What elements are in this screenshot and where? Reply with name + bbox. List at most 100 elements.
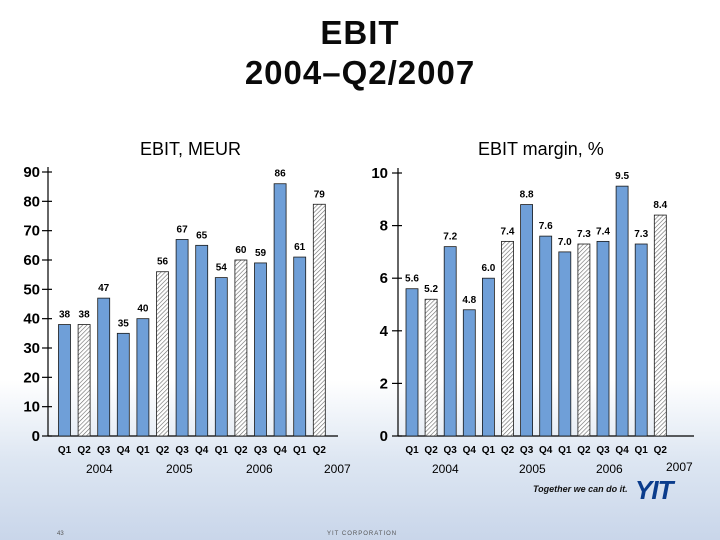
margin-data-label: 6.0	[481, 263, 495, 274]
margin-bar	[405, 288, 419, 437]
ebit-ytick-label: 30	[23, 340, 40, 357]
ebit-data-label: 47	[98, 283, 110, 294]
ebit-category-label: Q4	[195, 445, 209, 456]
margin-data-label: 5.2	[424, 284, 438, 295]
ebit-bar	[293, 256, 307, 437]
margin-ytick-label: 2	[380, 375, 388, 392]
ebit-data-label: 38	[79, 310, 91, 321]
margin-bar	[558, 251, 572, 437]
ebit-bar	[254, 262, 267, 437]
ebit-ytick-label: 10	[23, 399, 40, 416]
margin-ytick-label: 6	[380, 270, 388, 287]
margin-data-label: 7.3	[634, 229, 648, 240]
ebit-bar	[175, 239, 189, 437]
margin-data-label: 5.6	[405, 274, 419, 285]
year-label-2005: 2005	[166, 462, 193, 476]
ebit-ytick-label: 0	[32, 428, 40, 445]
ebit-data-label: 86	[275, 169, 287, 180]
margin-ytick-label: 4	[380, 323, 389, 340]
ebit-data-label: 56	[157, 257, 169, 268]
ebit-bar	[195, 244, 209, 437]
slide-subtitle: 2004–Q2/2007	[244, 54, 476, 91]
ebit-category-label: Q1	[136, 445, 150, 456]
margin-ytick-label: 10	[371, 165, 388, 182]
margin-category-label: Q2	[654, 445, 668, 456]
margin-data-label: 7.3	[577, 229, 591, 240]
margin-data-label: 4.8	[462, 295, 476, 306]
margin-category-label: Q1	[482, 445, 496, 456]
year-label-2005-margin: 2005	[519, 462, 546, 476]
margin-data-label: 7.4	[596, 226, 610, 237]
margin-bar	[577, 243, 591, 437]
ebit-bar	[97, 297, 111, 437]
year-label-2007-margin: 2007	[666, 460, 693, 474]
ebit-category-label: Q4	[117, 445, 131, 456]
ebit-data-label: 40	[137, 304, 149, 315]
margin-data-label: 8.8	[520, 190, 534, 201]
margin-bar	[596, 240, 610, 437]
margin-bar	[443, 246, 457, 437]
margin-ytick-label: 8	[380, 218, 388, 235]
ebit-data-label: 61	[294, 242, 306, 253]
margin-data-label: 7.4	[501, 226, 515, 237]
ebit-bar	[58, 324, 71, 437]
slide-title: EBIT	[320, 14, 400, 51]
margin-ytick-label: 0	[380, 428, 388, 445]
ebit-bar	[156, 271, 169, 437]
year-label-2004-margin: 2004	[432, 462, 459, 476]
margin-category-label: Q3	[444, 445, 458, 456]
ebit-category-label: Q1	[215, 445, 229, 456]
margin-category-label: Q4	[539, 445, 553, 456]
ebit-category-label: Q3	[175, 445, 189, 456]
ebit-category-label: Q1	[293, 445, 307, 456]
ebit-ytick-label: 20	[23, 369, 40, 386]
ebit-data-label: 59	[255, 248, 267, 259]
ebit-ytick-label: 80	[23, 193, 40, 210]
margin-category-label: Q3	[520, 445, 534, 456]
ebit-bar	[234, 259, 248, 437]
ebit-ytick-label: 50	[23, 281, 40, 298]
page-number: 43	[57, 531, 64, 537]
margin-bar	[462, 309, 476, 437]
ebit-category-label: Q2	[77, 445, 91, 456]
ebit-data-label: 67	[177, 224, 189, 235]
ebit-bar	[312, 203, 326, 437]
ebit-category-label: Q4	[273, 445, 287, 456]
margin-category-label: Q4	[615, 445, 629, 456]
margin-bar	[634, 243, 648, 437]
ebit-category-label: Q3	[97, 445, 111, 456]
margin-data-label: 7.2	[443, 232, 457, 243]
year-label-2007: 2007	[324, 462, 351, 476]
ebit-category-label: Q3	[254, 445, 268, 456]
margin-bar	[520, 204, 533, 437]
ebit-data-label: 60	[235, 245, 247, 256]
ebit-data-label: 35	[118, 318, 130, 329]
margin-category-label: Q2	[577, 445, 591, 456]
ebit-chart-title: EBIT, MEUR	[140, 139, 242, 159]
margin-category-label: Q2	[424, 445, 438, 456]
ebit-ytick-label: 40	[23, 311, 40, 328]
margin-data-label: 9.5	[615, 171, 629, 182]
ebit-category-label: Q1	[58, 445, 72, 456]
ebit-bar	[273, 183, 287, 437]
year-label-2004: 2004	[86, 462, 113, 476]
margin-category-label: Q1	[635, 445, 649, 456]
margin-bar	[539, 235, 553, 437]
ebit-category-label: Q2	[156, 445, 170, 456]
margin-bar	[481, 277, 495, 437]
ebit-data-label: 79	[314, 189, 326, 200]
margin-category-label: Q3	[596, 445, 610, 456]
year-label-2006-margin: 2006	[596, 462, 623, 476]
ebit-bar	[77, 324, 91, 437]
margin-data-label: 8.4	[653, 200, 667, 211]
company-tagline: Together we can do it.	[533, 484, 628, 494]
ebit-bar	[214, 277, 228, 437]
margin-data-label: 7.6	[539, 221, 553, 232]
margin-category-label: Q4	[463, 445, 477, 456]
ebit-data-label: 65	[196, 230, 208, 241]
yit-logo: YIT	[635, 475, 673, 505]
margin-category-label: Q2	[501, 445, 515, 456]
ebit-data-label: 38	[59, 310, 71, 321]
